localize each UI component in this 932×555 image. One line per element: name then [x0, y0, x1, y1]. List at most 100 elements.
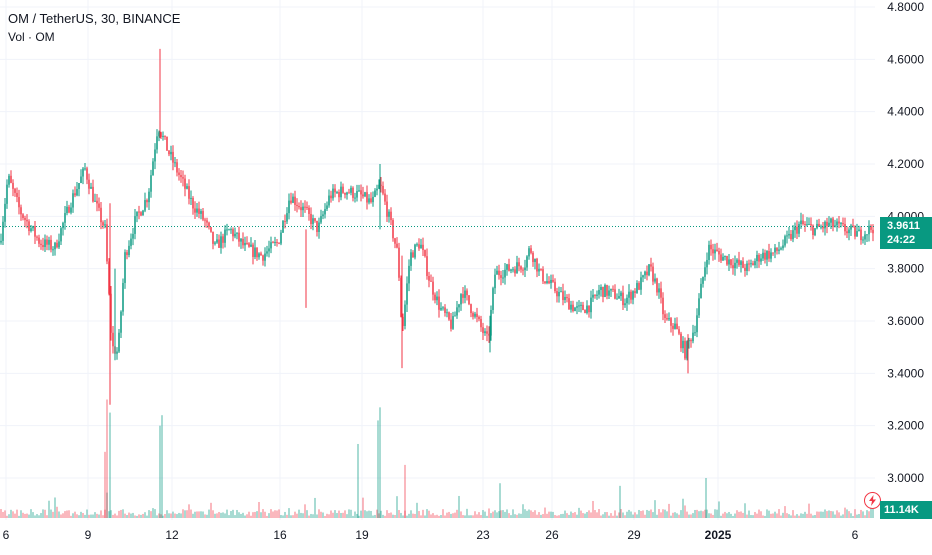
candle-body [470, 304, 472, 314]
volume-bar [808, 503, 810, 518]
candle-body [618, 296, 620, 299]
candle-body [264, 253, 266, 261]
volume-bar [774, 511, 776, 518]
volume-bar [364, 510, 366, 518]
candle-body [806, 224, 808, 226]
candle-body [394, 238, 396, 244]
candle-body [682, 340, 684, 349]
volume-bar [586, 512, 588, 518]
volume-bar [644, 514, 646, 518]
volume-legend[interactable]: Vol · OM [8, 30, 55, 44]
candle-body [748, 263, 750, 265]
volume-bar [730, 513, 732, 518]
candle-body [780, 248, 782, 250]
volume-bar [304, 504, 306, 518]
candle-body [220, 236, 222, 248]
candle-body [488, 333, 490, 336]
candle-body [406, 283, 408, 305]
candle-body [438, 296, 440, 310]
lightning-icon[interactable] [864, 492, 881, 509]
volume-bar [0, 509, 2, 518]
volume-bar [406, 515, 408, 518]
candle-body [366, 192, 368, 203]
candle-body [410, 252, 412, 266]
candle-body [188, 186, 190, 199]
candle-body [194, 208, 196, 213]
candle-body [528, 248, 530, 257]
volume-bar [56, 506, 58, 518]
candles [0, 48, 874, 405]
time-tick-label: 23 [476, 528, 490, 542]
candle-body [602, 286, 604, 298]
candle-body [408, 265, 410, 284]
candle-body [542, 269, 544, 282]
volume-bar [244, 515, 246, 518]
volume-bar [470, 515, 472, 518]
volume-bar [416, 502, 418, 518]
volume-bar [798, 515, 800, 518]
volume-bar [702, 511, 704, 518]
candle-body [546, 281, 548, 284]
time-axis[interactable]: 6 9 12 16 19 23 26 29 2025 6 [3, 528, 859, 542]
volume-bar [866, 510, 868, 518]
volume-bar [710, 513, 712, 518]
volume-bar [300, 512, 302, 518]
volume-bar [780, 515, 782, 518]
candle-body [168, 150, 170, 155]
candle-body [222, 236, 224, 243]
volume-bar [330, 510, 332, 518]
candle-body [390, 211, 392, 221]
volume-bar [326, 513, 328, 518]
volume-bar [442, 509, 444, 518]
candle-body [290, 200, 292, 203]
volume-bar [754, 512, 756, 518]
volume-bar [368, 510, 370, 518]
volume-bar [12, 511, 14, 518]
volume-bar [704, 509, 706, 518]
candle-body [846, 231, 848, 234]
candle-body [296, 204, 298, 207]
price-axis[interactable]: 4.80004.60004.40004.20004.00003.80003.60… [887, 0, 924, 485]
time-tick-label: 2025 [705, 528, 732, 542]
candle-body [314, 218, 316, 221]
candle-body [518, 262, 520, 267]
volume-bar [746, 514, 748, 518]
candle-body [78, 182, 80, 190]
volume-bar [512, 509, 514, 518]
candle-body [574, 307, 576, 312]
volume-bar [254, 511, 256, 518]
volume-bar [84, 514, 86, 518]
volume-bar [458, 495, 460, 518]
candle-body [42, 245, 44, 248]
volume-bar [72, 513, 74, 518]
candle-body [648, 264, 650, 276]
volume-bar [116, 515, 118, 518]
candle-body [794, 226, 796, 231]
candle-body [60, 228, 62, 242]
candle-body [40, 243, 42, 246]
volume-bar [714, 509, 716, 518]
candle-body [398, 247, 400, 278]
volume-bar [142, 513, 144, 518]
candle-body [502, 277, 504, 279]
candle-body [472, 313, 474, 317]
volume-bar [316, 514, 318, 518]
volume-bar [136, 515, 138, 518]
volume-bar [232, 509, 234, 518]
volume-bar [248, 511, 250, 518]
volume-bar [410, 510, 412, 518]
price-tick-label: 4.6000 [887, 52, 924, 66]
candle-body [20, 207, 22, 215]
volume-bar [6, 515, 8, 518]
candle-body [424, 250, 426, 257]
candle-body [148, 191, 150, 203]
volume-bar [762, 515, 764, 518]
candle-body [570, 304, 572, 310]
candle-body [768, 251, 770, 259]
candle-body [658, 288, 660, 293]
volume-bar [544, 507, 546, 518]
symbol-title[interactable]: OM / TetherUS, 30, BINANCE [8, 11, 181, 26]
candle-body [402, 316, 404, 326]
